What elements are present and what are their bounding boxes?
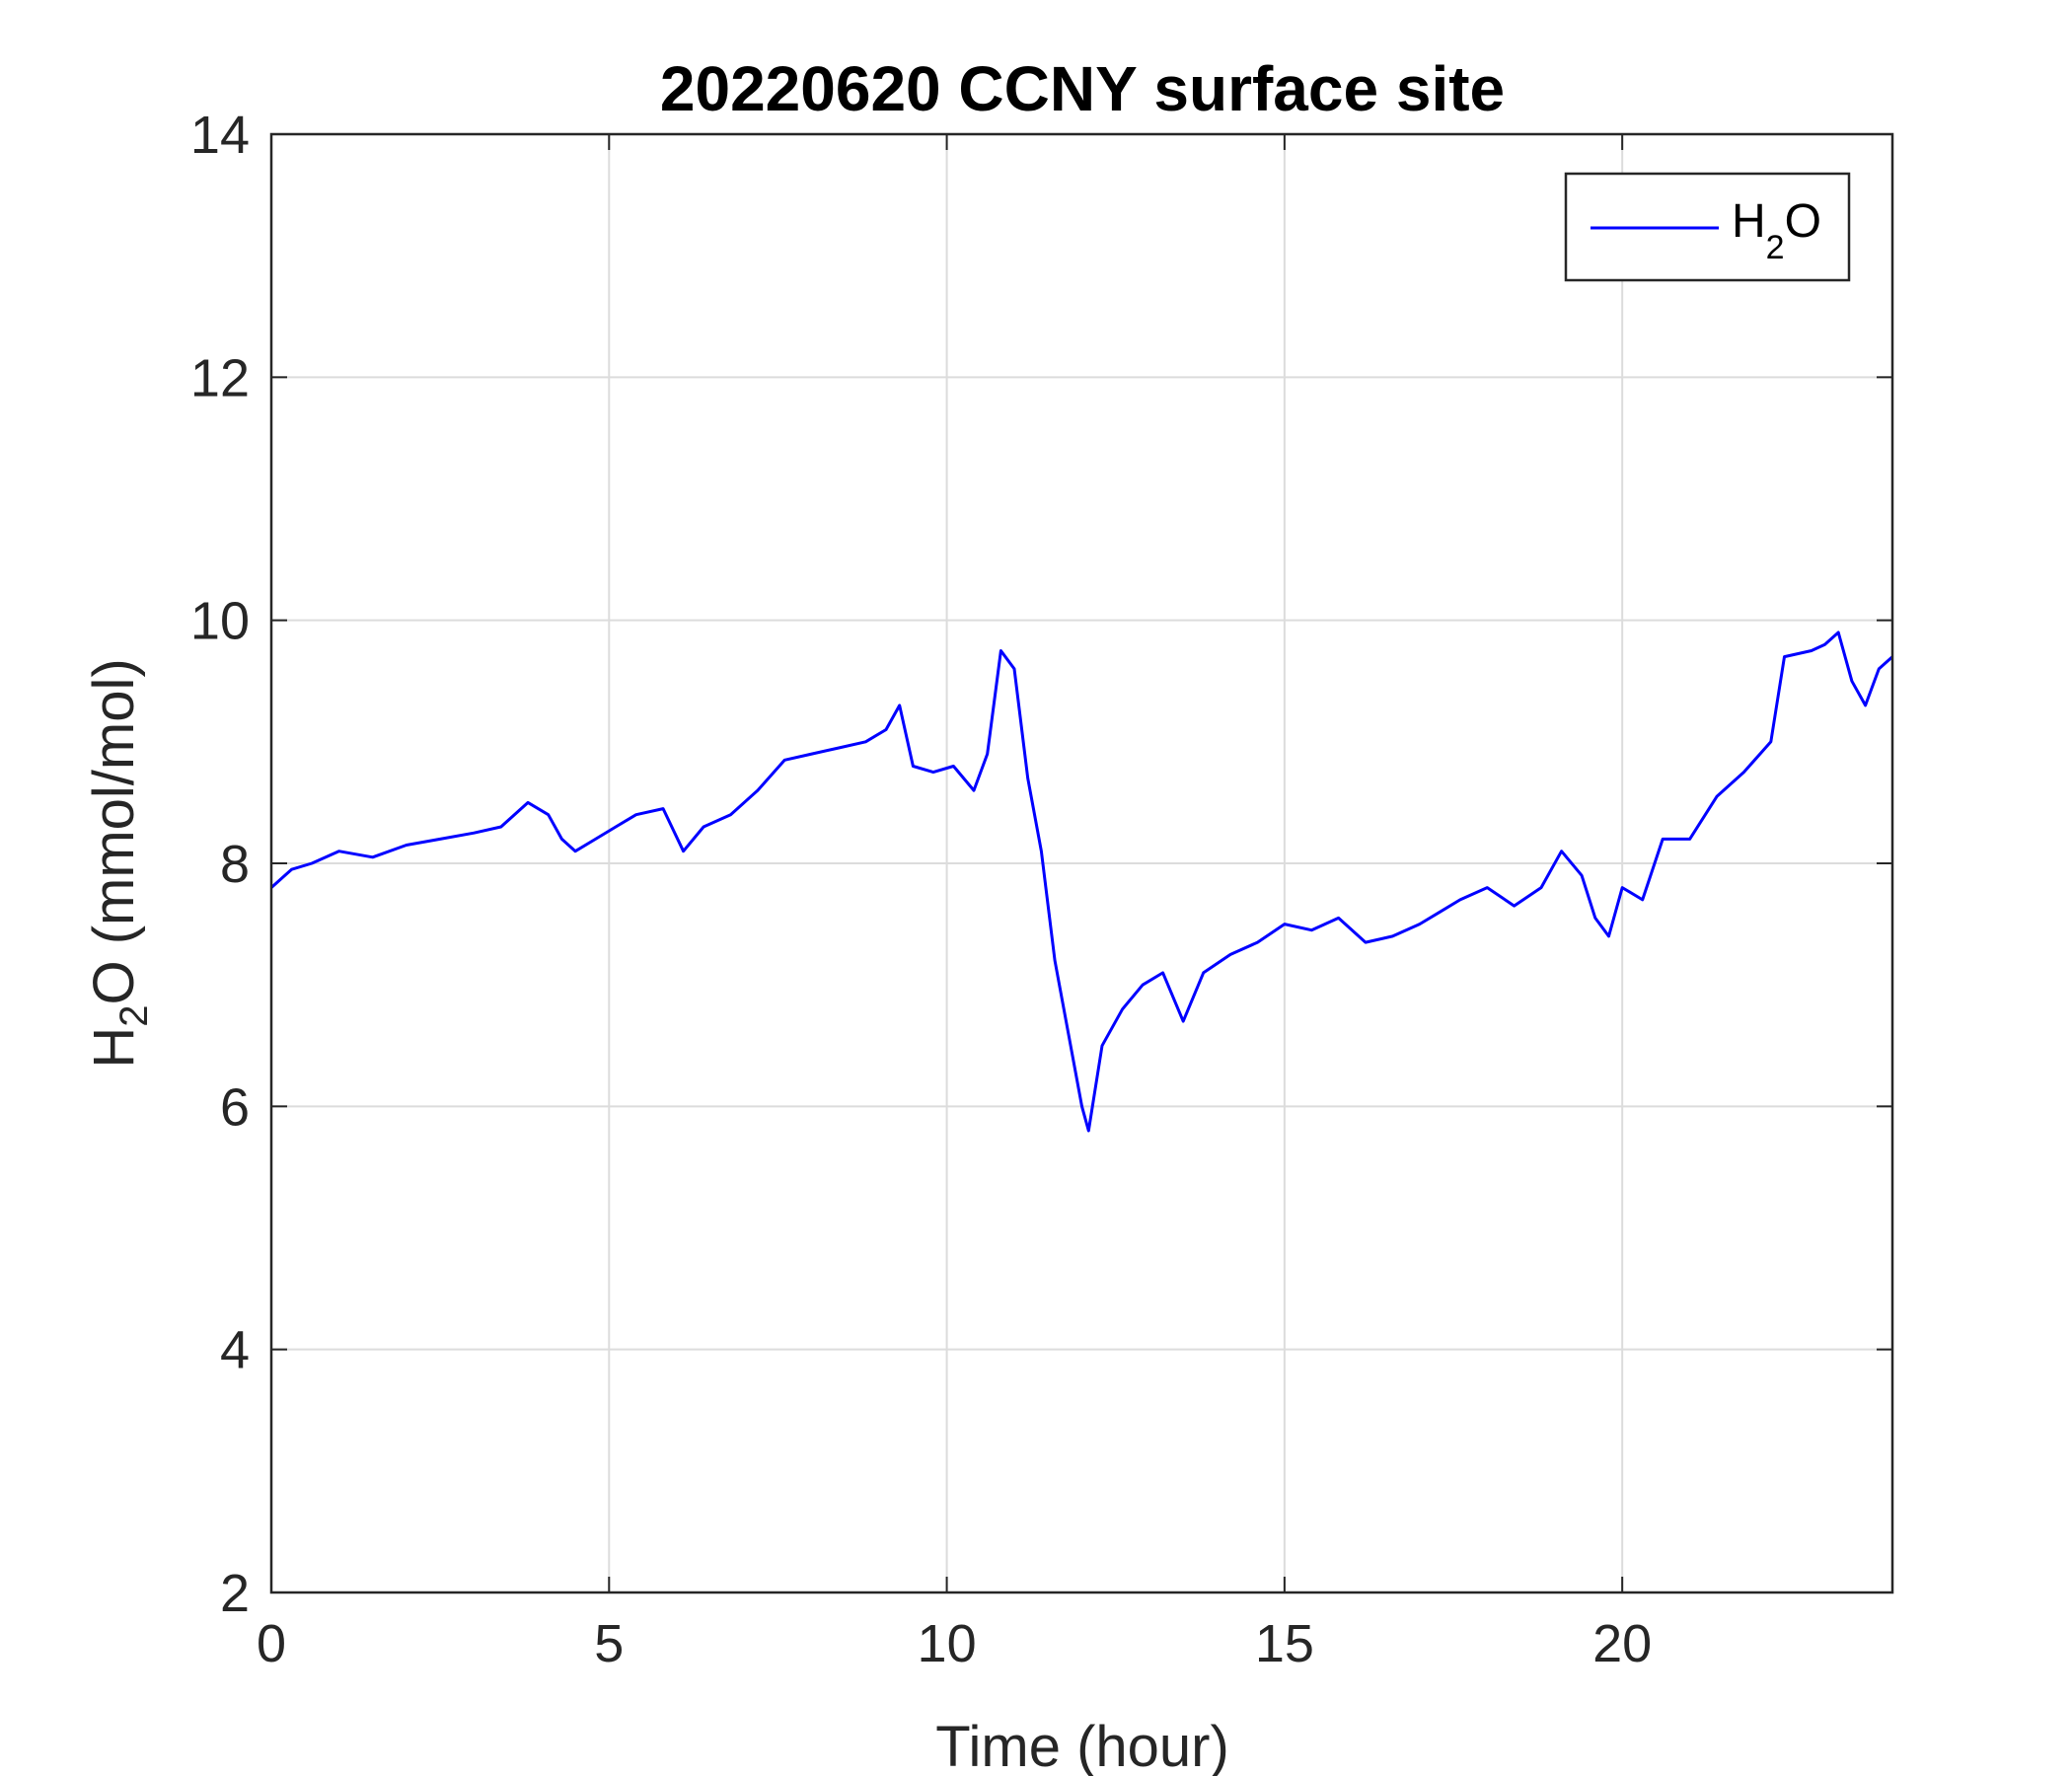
legend-label-main: H [1732,195,1766,248]
x-axis-label: Time (hour) [935,1715,1229,1776]
grid [270,133,1892,1593]
y-tick-label: 8 [220,835,250,894]
y-tick-label: 2 [220,1564,250,1623]
y-tick-label: 4 [220,1321,250,1380]
y-tick-label: 6 [220,1077,250,1137]
legend: H2O [1564,172,1851,282]
y-tick-label: 14 [190,106,250,165]
y-axis-label-sub: 2 [112,1005,156,1027]
legend-label-rest: O [1785,195,1821,248]
legend-label-sub: 2 [1766,229,1785,266]
x-tick-label: 10 [918,1614,977,1673]
series-layer [269,630,1894,1133]
x-tick-label: 5 [594,1614,624,1673]
y-tick-label: 10 [190,592,250,651]
x-tick-label: 15 [1255,1614,1314,1673]
chart-title: 20220620 CCNY surface site [660,53,1505,124]
y-axis-label-rest: O (mmol/mol) [82,658,146,1004]
y-tick-label: 12 [190,348,250,407]
plot-frame [269,132,1894,1594]
x-tick-labels: 0 5 10 15 20 [257,1614,1652,1673]
legend-label: H2O [1732,195,1821,266]
y-tick-labels: 2 4 6 8 10 12 14 [190,106,250,1623]
x-tick-label: 0 [257,1614,286,1673]
y-axis-label: H2O (mmol/mol) [82,658,156,1068]
x-tick-label: 20 [1592,1614,1652,1673]
series-line-0 [269,630,1894,1133]
y-axis-label-main: H [82,1027,146,1069]
